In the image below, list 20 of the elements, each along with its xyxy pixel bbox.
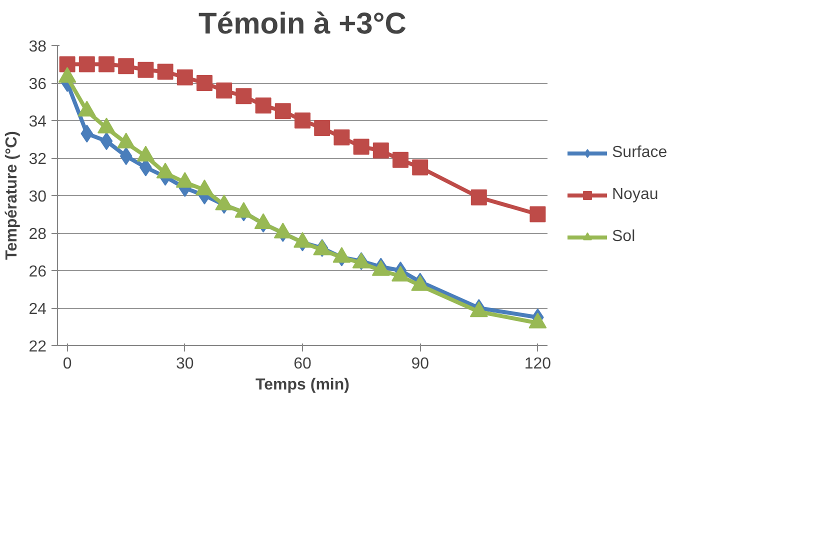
- legend-label: Noyau: [612, 186, 658, 204]
- y-tick-label: 32: [28, 151, 47, 168]
- y-tick-label: 38: [28, 38, 47, 56]
- y-tick-label: 24: [28, 301, 47, 318]
- legend-label: Surface: [612, 144, 668, 162]
- x-tick-label: 0: [62, 356, 72, 372]
- y-tick-label: 30: [28, 188, 47, 206]
- y-tick-label: 26: [28, 264, 47, 280]
- y-tick-label: 34: [28, 114, 47, 130]
- x-tick-label: 60: [294, 356, 312, 372]
- y-tick-label: 36: [28, 76, 47, 93]
- y-axis-title: Température (°C): [4, 131, 21, 260]
- x-axis-title: Temps (min): [256, 376, 350, 394]
- legend-label: Sol: [612, 228, 636, 246]
- y-tick-label: 28: [28, 226, 47, 243]
- x-tick-label: 90: [411, 356, 430, 372]
- x-tick-label: 120: [524, 356, 552, 372]
- chart-title: Témoin à +3°C: [198, 8, 406, 40]
- y-tick-label: 22: [28, 338, 47, 356]
- x-tick-label: 30: [176, 356, 194, 372]
